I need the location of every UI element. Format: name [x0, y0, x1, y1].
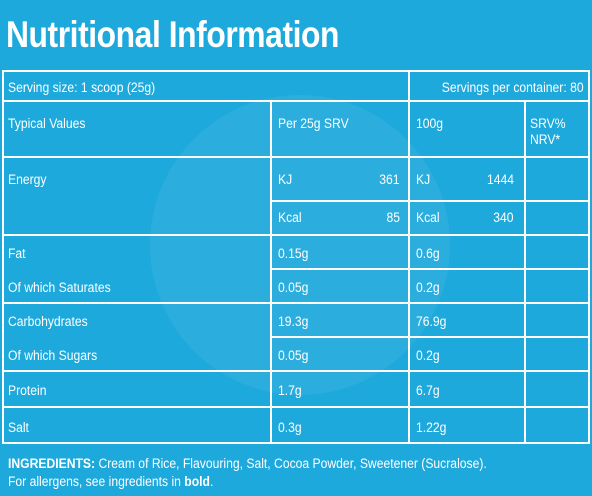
table-rule-carbs: [270, 336, 590, 338]
header-nrv-line2: NRV*: [530, 132, 561, 147]
energy-kj-100g: 1444: [486, 172, 514, 187]
sugars-srv: 0.05g: [278, 348, 309, 363]
table-rule-saturates: [2, 302, 590, 304]
row-label-energy: Energy: [8, 172, 47, 187]
row-label-saturates: Of which Saturates: [8, 280, 111, 295]
ingredients-block: INGREDIENTS: Cream of Rice, Flavouring, …: [8, 455, 530, 491]
ingredients-list: Cream of Rice, Flavouring, Salt, Cocoa P…: [98, 456, 487, 471]
ingredients-heading: INGREDIENTS:: [8, 456, 96, 471]
salt-100g: 1.22g: [416, 420, 447, 435]
fat-100g: 0.6g: [416, 246, 440, 261]
fat-srv: 0.15g: [278, 246, 309, 261]
table-rule-bottom: [2, 442, 590, 444]
row-label-sugars: Of which Sugars: [8, 348, 98, 363]
nutrition-table: Serving size: 1 scoop (25g) Servings per…: [2, 70, 590, 444]
salt-srv: 0.3g: [278, 420, 302, 435]
allergen-line: For allergens, see ingredients in bold.: [8, 473, 530, 491]
row-label-carbohydrates: Carbohydrates: [8, 314, 88, 329]
serving-size: Serving size: 1 scoop (25g): [8, 80, 156, 95]
saturates-100g: 0.2g: [416, 280, 440, 295]
table-border-left: [2, 70, 4, 444]
header-per-serving: Per 25g SRV: [278, 116, 349, 131]
table-rule-energy-split: [270, 200, 590, 202]
energy-kcal-srv: 85: [386, 210, 400, 225]
header-per-100g: 100g: [416, 116, 444, 131]
carbohydrates-srv: 19.3g: [278, 314, 309, 329]
carbohydrates-100g: 76.9g: [416, 314, 447, 329]
energy-kj-unit-100g: KJ: [416, 172, 431, 187]
table-rule-fat: [270, 268, 590, 270]
allergen-bold-word: bold: [184, 474, 210, 489]
table-rule-serving: [2, 100, 590, 102]
energy-kj-unit-srv: KJ: [278, 172, 293, 187]
header-nrv-line1: SRV%: [530, 116, 566, 131]
saturates-srv: 0.05g: [278, 280, 309, 295]
energy-kcal-100g: 340: [493, 210, 514, 225]
protein-srv: 1.7g: [278, 383, 302, 398]
table-rule-sugars: [2, 370, 590, 372]
sugars-100g: 0.2g: [416, 348, 440, 363]
servings-per-container: Servings per container: 80: [442, 80, 584, 95]
table-col-divider-2: [408, 100, 410, 442]
row-label-fat: Fat: [8, 246, 26, 261]
energy-kcal-unit-100g: Kcal: [416, 210, 440, 225]
table-rule-protein: [2, 406, 590, 408]
allergen-prefix: For allergens, see ingredients in: [8, 474, 181, 489]
watermark-circle: [150, 95, 450, 395]
row-label-salt: Salt: [8, 420, 29, 435]
protein-100g: 6.7g: [416, 383, 440, 398]
table-rule-header: [2, 156, 590, 158]
table-rule-energy: [2, 234, 590, 236]
ingredients-line: INGREDIENTS: Cream of Rice, Flavouring, …: [8, 455, 530, 473]
table-col-divider-1: [270, 100, 272, 442]
table-col-divider-3: [524, 100, 526, 442]
table-rule-top: [2, 70, 590, 72]
header-typical-values: Typical Values: [8, 116, 86, 131]
table-border-right: [588, 70, 590, 444]
table-col-serving-divider: [408, 70, 410, 100]
energy-kcal-unit-srv: Kcal: [278, 210, 302, 225]
row-label-protein: Protein: [8, 383, 47, 398]
energy-kj-srv: 361: [379, 172, 400, 187]
allergen-suffix: .: [209, 474, 214, 489]
panel-title: Nutritional Information: [6, 14, 340, 55]
